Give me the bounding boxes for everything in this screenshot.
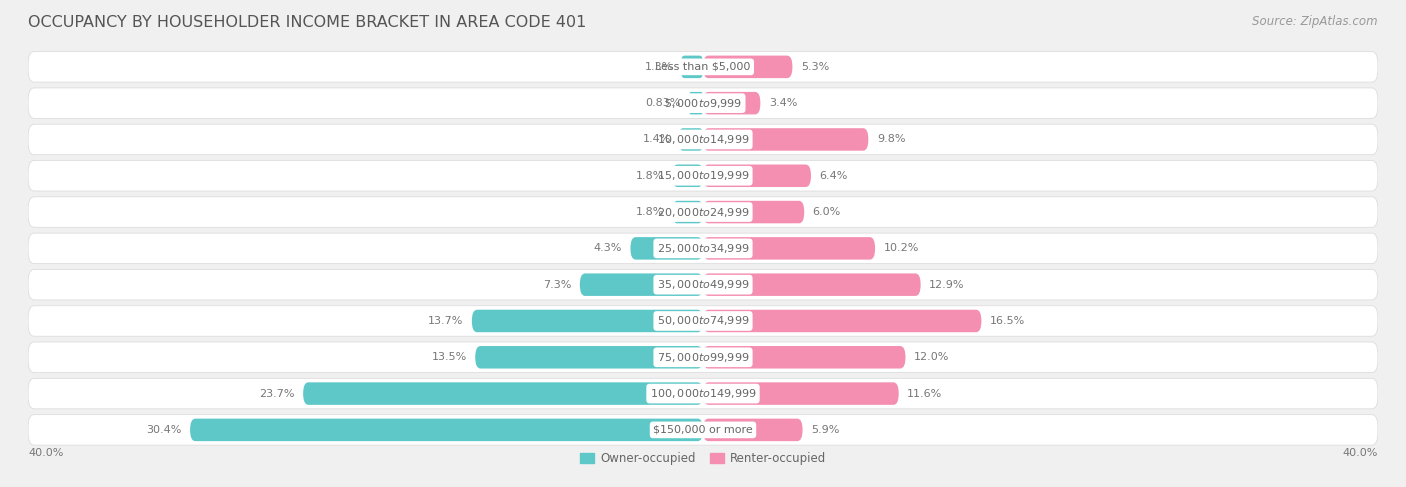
Legend: Owner-occupied, Renter-occupied: Owner-occupied, Renter-occupied bbox=[575, 448, 831, 470]
FancyBboxPatch shape bbox=[703, 165, 811, 187]
FancyBboxPatch shape bbox=[703, 56, 793, 78]
Text: 0.83%: 0.83% bbox=[645, 98, 681, 108]
Text: 13.7%: 13.7% bbox=[427, 316, 464, 326]
FancyBboxPatch shape bbox=[190, 419, 703, 441]
FancyBboxPatch shape bbox=[703, 92, 761, 114]
FancyBboxPatch shape bbox=[703, 419, 803, 441]
Text: Source: ZipAtlas.com: Source: ZipAtlas.com bbox=[1253, 15, 1378, 28]
Text: 12.9%: 12.9% bbox=[929, 280, 965, 290]
FancyBboxPatch shape bbox=[28, 414, 1378, 445]
Text: 40.0%: 40.0% bbox=[1343, 448, 1378, 458]
FancyBboxPatch shape bbox=[28, 306, 1378, 336]
FancyBboxPatch shape bbox=[689, 92, 703, 114]
Text: $100,000 to $149,999: $100,000 to $149,999 bbox=[650, 387, 756, 400]
Text: $50,000 to $74,999: $50,000 to $74,999 bbox=[657, 315, 749, 327]
FancyBboxPatch shape bbox=[703, 128, 869, 150]
Text: $35,000 to $49,999: $35,000 to $49,999 bbox=[657, 278, 749, 291]
Text: $75,000 to $99,999: $75,000 to $99,999 bbox=[657, 351, 749, 364]
FancyBboxPatch shape bbox=[28, 378, 1378, 409]
Text: 13.5%: 13.5% bbox=[432, 352, 467, 362]
Text: $10,000 to $14,999: $10,000 to $14,999 bbox=[657, 133, 749, 146]
FancyBboxPatch shape bbox=[28, 233, 1378, 263]
Text: 5.9%: 5.9% bbox=[811, 425, 839, 435]
FancyBboxPatch shape bbox=[681, 56, 703, 78]
FancyBboxPatch shape bbox=[703, 346, 905, 369]
Text: 7.3%: 7.3% bbox=[543, 280, 571, 290]
Text: $20,000 to $24,999: $20,000 to $24,999 bbox=[657, 206, 749, 219]
FancyBboxPatch shape bbox=[28, 52, 1378, 82]
Text: Less than $5,000: Less than $5,000 bbox=[655, 62, 751, 72]
FancyBboxPatch shape bbox=[475, 346, 703, 369]
Text: 11.6%: 11.6% bbox=[907, 389, 942, 398]
FancyBboxPatch shape bbox=[28, 342, 1378, 373]
Text: $25,000 to $34,999: $25,000 to $34,999 bbox=[657, 242, 749, 255]
Text: 40.0%: 40.0% bbox=[28, 448, 63, 458]
Text: 1.8%: 1.8% bbox=[636, 171, 664, 181]
FancyBboxPatch shape bbox=[28, 269, 1378, 300]
Text: 30.4%: 30.4% bbox=[146, 425, 181, 435]
Text: 16.5%: 16.5% bbox=[990, 316, 1025, 326]
FancyBboxPatch shape bbox=[630, 237, 703, 260]
Text: 3.4%: 3.4% bbox=[769, 98, 797, 108]
Text: OCCUPANCY BY HOUSEHOLDER INCOME BRACKET IN AREA CODE 401: OCCUPANCY BY HOUSEHOLDER INCOME BRACKET … bbox=[28, 15, 586, 30]
Text: 1.3%: 1.3% bbox=[644, 62, 672, 72]
FancyBboxPatch shape bbox=[672, 165, 703, 187]
FancyBboxPatch shape bbox=[703, 273, 921, 296]
FancyBboxPatch shape bbox=[703, 237, 875, 260]
Text: 1.8%: 1.8% bbox=[636, 207, 664, 217]
Text: 4.3%: 4.3% bbox=[593, 244, 621, 253]
Text: 23.7%: 23.7% bbox=[259, 389, 295, 398]
Text: $150,000 or more: $150,000 or more bbox=[654, 425, 752, 435]
FancyBboxPatch shape bbox=[679, 128, 703, 150]
Text: 6.0%: 6.0% bbox=[813, 207, 841, 217]
Text: 5.3%: 5.3% bbox=[801, 62, 830, 72]
FancyBboxPatch shape bbox=[672, 201, 703, 224]
Text: 12.0%: 12.0% bbox=[914, 352, 949, 362]
FancyBboxPatch shape bbox=[304, 382, 703, 405]
FancyBboxPatch shape bbox=[28, 161, 1378, 191]
FancyBboxPatch shape bbox=[28, 197, 1378, 227]
FancyBboxPatch shape bbox=[28, 88, 1378, 118]
FancyBboxPatch shape bbox=[703, 310, 981, 332]
FancyBboxPatch shape bbox=[703, 382, 898, 405]
FancyBboxPatch shape bbox=[472, 310, 703, 332]
FancyBboxPatch shape bbox=[28, 124, 1378, 155]
Text: $5,000 to $9,999: $5,000 to $9,999 bbox=[664, 96, 742, 110]
FancyBboxPatch shape bbox=[579, 273, 703, 296]
Text: $15,000 to $19,999: $15,000 to $19,999 bbox=[657, 169, 749, 182]
FancyBboxPatch shape bbox=[703, 201, 804, 224]
Text: 9.8%: 9.8% bbox=[877, 134, 905, 145]
Text: 1.4%: 1.4% bbox=[643, 134, 671, 145]
Text: 10.2%: 10.2% bbox=[883, 244, 920, 253]
Text: 6.4%: 6.4% bbox=[820, 171, 848, 181]
